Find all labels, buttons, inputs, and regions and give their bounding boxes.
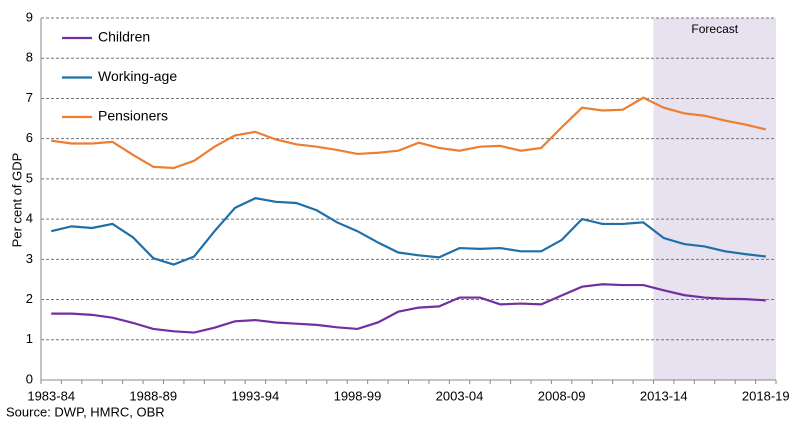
- y-tick-label: 1: [26, 331, 33, 346]
- y-tick-label: 5: [26, 170, 33, 185]
- source: Source: DWP, HMRC, OBR: [6, 404, 165, 419]
- y-tick-label: 0: [26, 371, 33, 386]
- series-line: [51, 283, 766, 334]
- y-tick-label: 8: [26, 50, 33, 65]
- x-tick-label: 1998-99: [334, 388, 382, 403]
- legend-label: Working-age: [98, 68, 177, 84]
- x-tick-label: 2003-04: [436, 388, 484, 403]
- y-tick-label: 9: [26, 9, 33, 24]
- x-tick-label: 1983-84: [27, 388, 75, 403]
- x-tick-label: 2008-09: [538, 388, 586, 403]
- y-axis-label: Per cent of GDP: [9, 153, 24, 248]
- y-tick-label: 7: [26, 90, 33, 105]
- forecast-label: Forecast: [691, 22, 738, 36]
- series-line: [51, 96, 767, 170]
- legend-label: Pensioners: [98, 108, 168, 124]
- series-line: [50, 197, 766, 266]
- y-tick-label: 4: [26, 211, 33, 226]
- x-tick-label: 1993-94: [232, 388, 280, 403]
- legend-label: Children: [98, 29, 150, 45]
- forecast-region: [653, 18, 776, 380]
- y-tick-label: 6: [26, 130, 33, 145]
- x-tick-label: 2013-14: [640, 388, 688, 403]
- x-tick-label: 1988-89: [129, 388, 177, 403]
- y-tick-label: 3: [26, 251, 33, 266]
- y-tick-label: 2: [26, 291, 33, 306]
- x-tick-label: 2018-19: [742, 388, 790, 403]
